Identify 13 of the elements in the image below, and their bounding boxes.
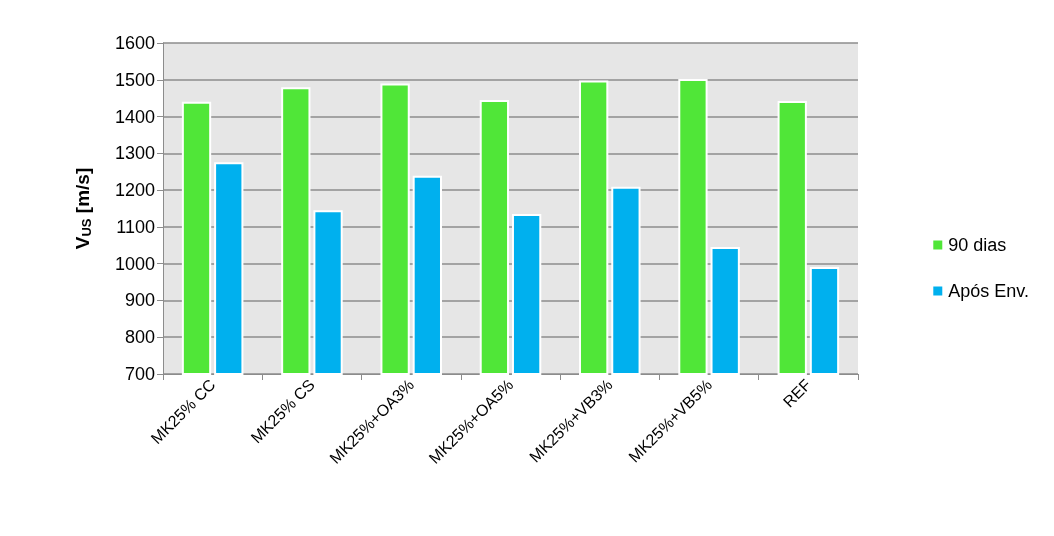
y-tick-label: 700: [124, 364, 155, 384]
y-tick-label: 1400: [114, 106, 155, 127]
y-tick-label: 1500: [114, 69, 155, 90]
y-axis-title: VUS [m/s]: [72, 167, 94, 250]
y-tick-label: 900: [124, 290, 155, 311]
y-tick-label: 1600: [114, 33, 155, 53]
legend-label: 90 dias: [948, 235, 1007, 255]
y-tick-label: 1300: [114, 143, 155, 164]
y-tick-label: 800: [124, 327, 155, 348]
y-tick-label: 1000: [114, 253, 155, 274]
legend-label: Após Env.: [948, 281, 1030, 301]
y-tick-label: 1200: [114, 180, 155, 201]
y-tick-label: 1100: [116, 216, 155, 237]
